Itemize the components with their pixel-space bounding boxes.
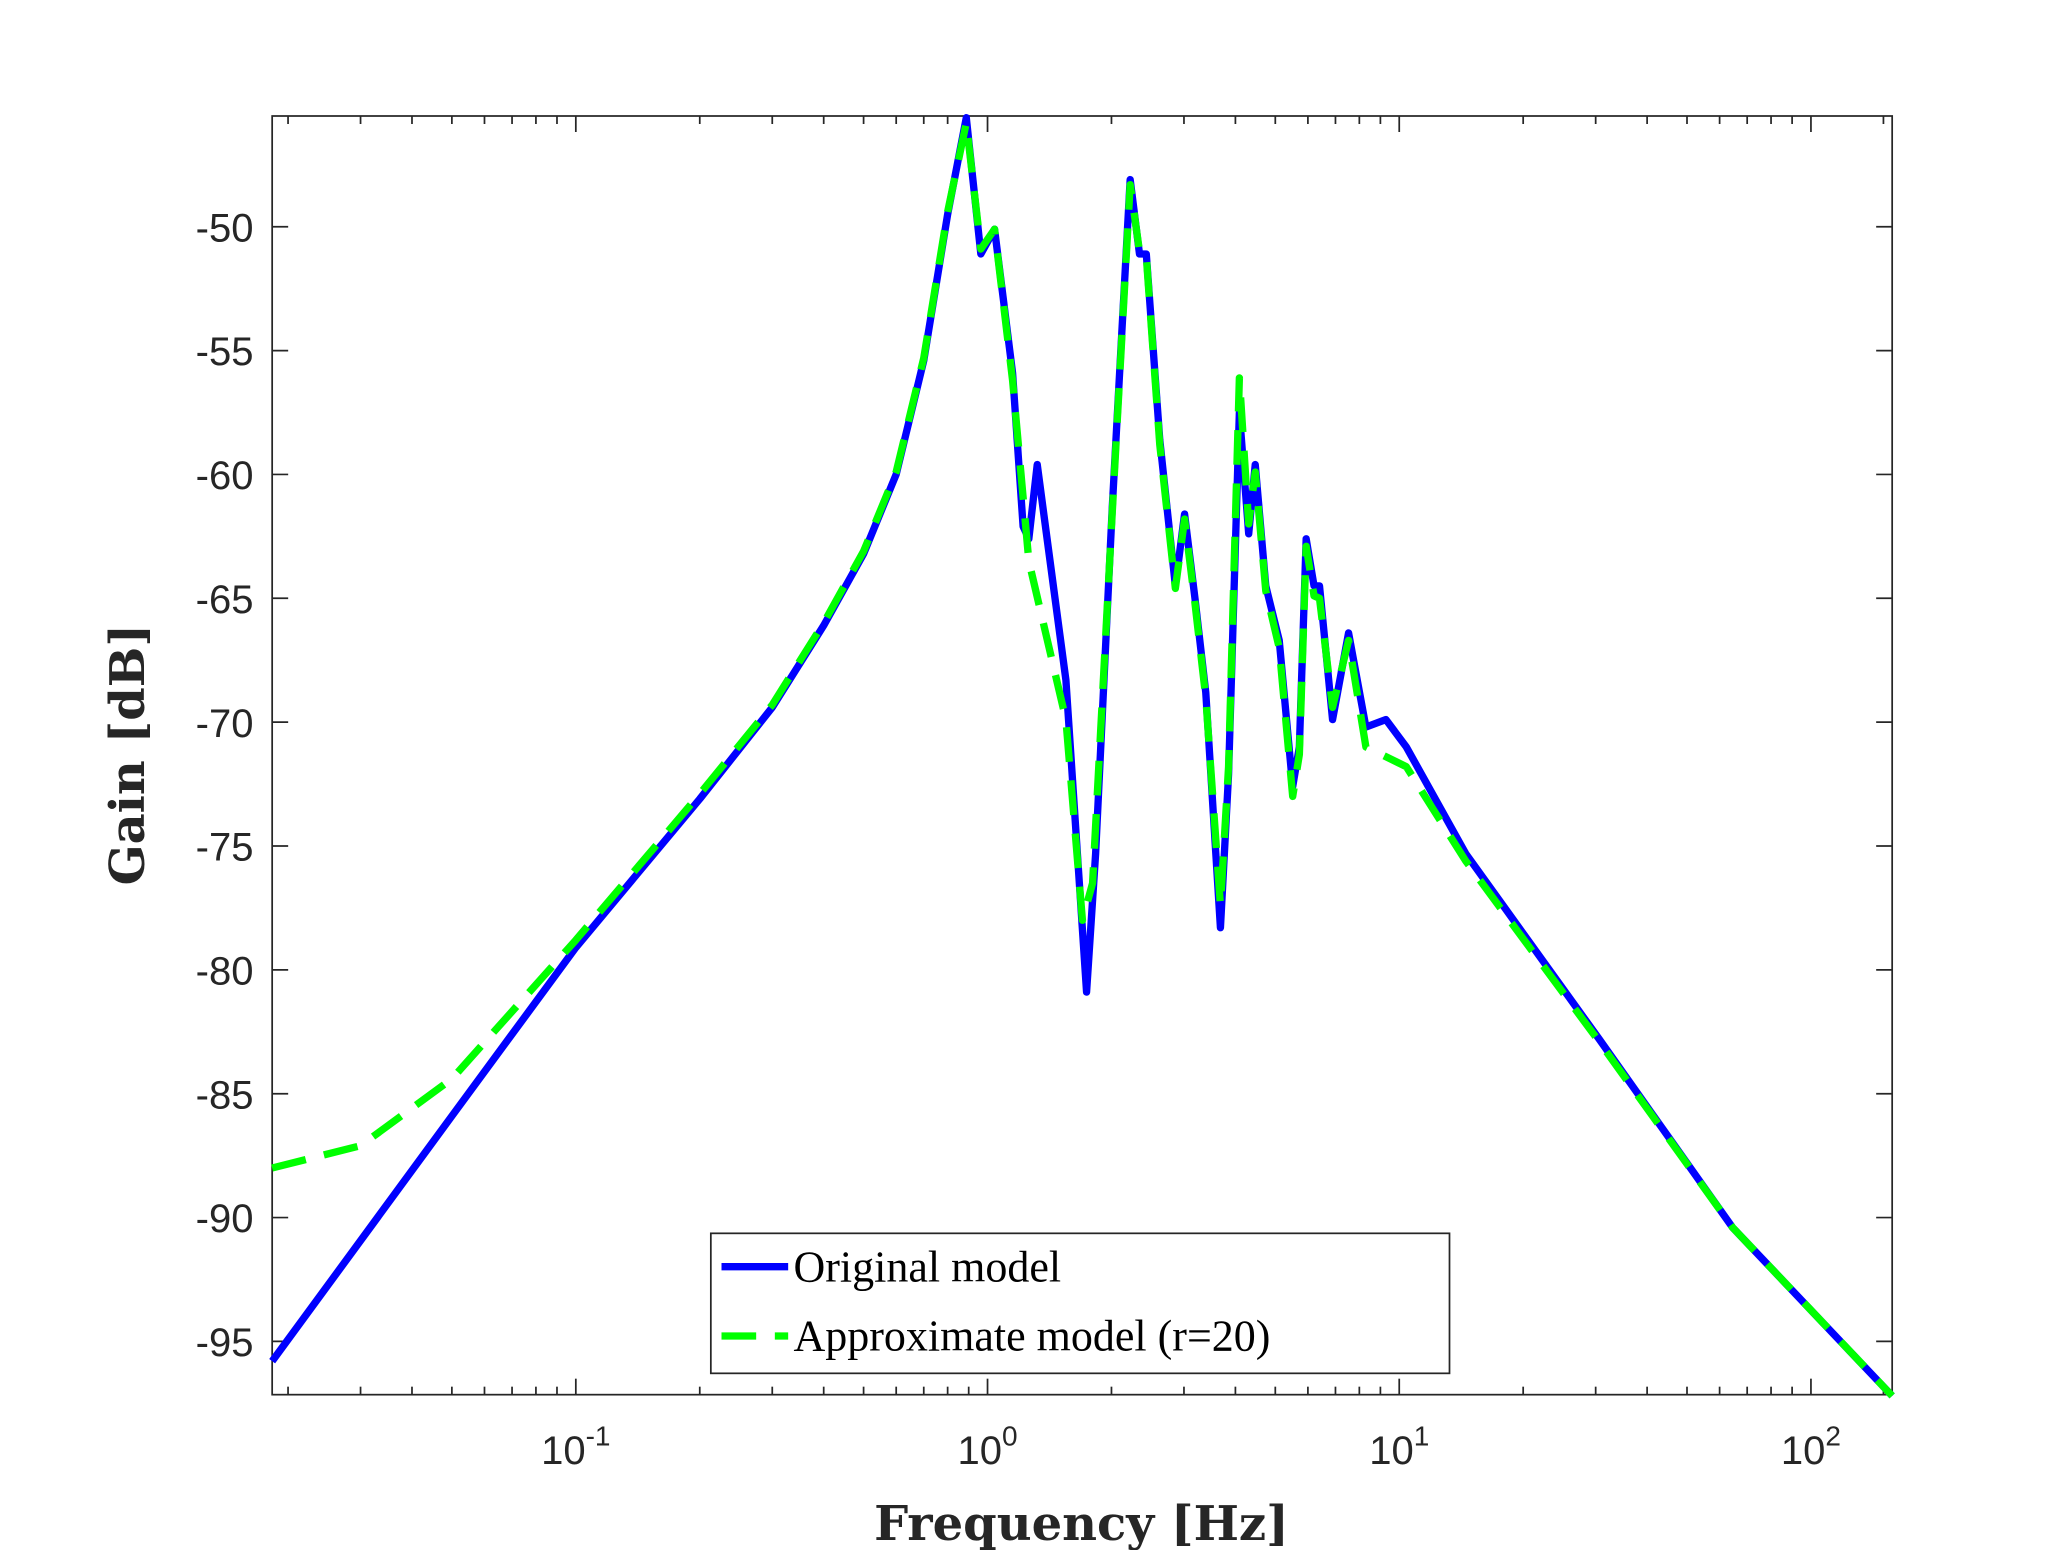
x-tick-label: 100 [957, 1420, 1017, 1473]
x-axis-label: Frequency [Hz] [874, 1496, 1289, 1550]
y-axis-label: Gain [dB] [100, 624, 156, 886]
y-tick-label: -80 [196, 950, 254, 994]
plot-area [271, 115, 1894, 1396]
y-tick-label: -60 [196, 454, 254, 498]
y-tick-label: -90 [196, 1197, 254, 1241]
line-series [271, 118, 1895, 1399]
y-tick-label: -50 [196, 206, 254, 250]
legend-label: Approximate model (r=20) [794, 1312, 1271, 1361]
x-tick-label: 101 [1369, 1420, 1429, 1473]
y-tick-label: -55 [196, 330, 254, 374]
x-tick-label: 10-1 [541, 1420, 610, 1473]
x-tick-label: 102 [1781, 1420, 1841, 1473]
legend-box [709, 1232, 1451, 1375]
y-tick-label: -65 [196, 578, 254, 622]
y-tick-label: -75 [196, 826, 254, 870]
y-tick-label: -70 [196, 702, 254, 746]
y-tick-label: -95 [196, 1321, 254, 1365]
y-tick-label: -85 [196, 1073, 254, 1117]
legend-label: Original model [794, 1242, 1062, 1291]
